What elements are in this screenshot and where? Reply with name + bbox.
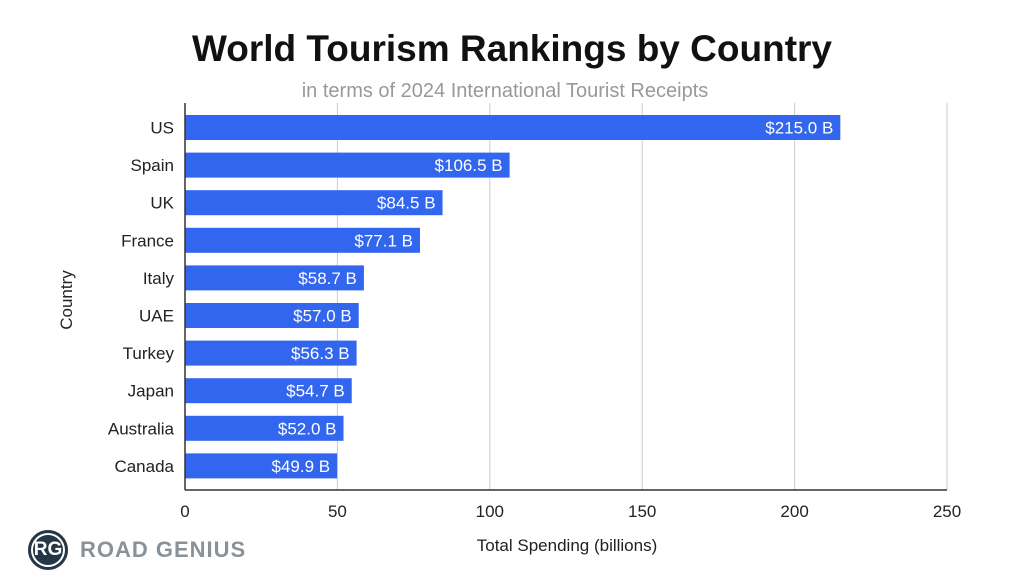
x-tick-label: 50 — [328, 502, 347, 521]
bar-france — [185, 227, 421, 253]
bar-canada — [185, 453, 338, 479]
y-axis-title: Country — [57, 270, 76, 330]
y-tick-label: US — [150, 119, 174, 138]
y-tick-label: Turkey — [123, 344, 175, 363]
bar-uk — [185, 190, 443, 216]
data-label: $58.7 B — [298, 269, 357, 288]
bar-spain — [185, 152, 510, 178]
y-tick-label: UAE — [139, 307, 174, 326]
x-axis-title: Total Spending (billions) — [477, 536, 658, 555]
x-tick-label: 200 — [780, 502, 808, 521]
bar-italy — [185, 265, 364, 291]
y-tick-label: Italy — [143, 269, 175, 288]
logo-badge: RG — [28, 530, 68, 570]
bar-us — [185, 115, 841, 140]
x-tick-label: 150 — [628, 502, 656, 521]
chart-title: World Tourism Rankings by Country — [191, 28, 832, 69]
data-label: $52.0 B — [278, 419, 337, 438]
data-label: $57.0 B — [293, 307, 352, 326]
data-label: $106.5 B — [435, 156, 503, 175]
road-genius-logo: RG ROAD GENIUS — [28, 530, 246, 570]
y-tick-label: France — [121, 231, 174, 250]
y-tick-label: Japan — [128, 382, 174, 401]
data-label: $54.7 B — [286, 382, 345, 401]
x-tick-label: 0 — [180, 502, 189, 521]
x-tick-label: 100 — [476, 502, 504, 521]
x-tick-label: 250 — [933, 502, 961, 521]
chart-subtitle: in terms of 2024 International Tourist R… — [301, 80, 709, 102]
y-tick-label: Canada — [114, 457, 174, 476]
y-tick-label: Spain — [131, 156, 174, 175]
logo-text: ROAD GENIUS — [80, 537, 247, 562]
data-label: $77.1 B — [354, 231, 413, 250]
bar-japan — [185, 378, 352, 404]
data-label: $215.0 B — [765, 119, 833, 138]
bar-turkey — [185, 340, 357, 366]
y-tick-label: UK — [150, 194, 174, 213]
data-label: $49.9 B — [271, 457, 330, 476]
bar-uae — [185, 303, 359, 328]
y-tick-label: Australia — [108, 419, 175, 438]
data-label: $56.3 B — [291, 344, 350, 363]
bar-australia — [185, 415, 344, 441]
data-label: $84.5 B — [377, 194, 436, 213]
